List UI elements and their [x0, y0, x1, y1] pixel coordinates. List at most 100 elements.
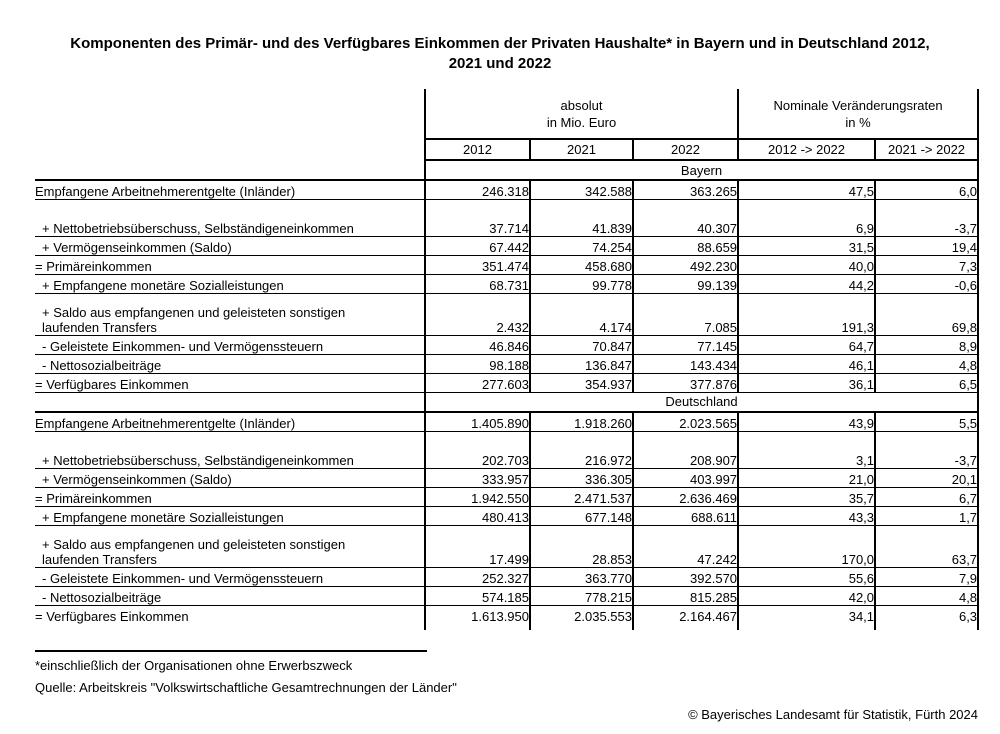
value-cell: 1.613.950: [424, 605, 530, 624]
column-header-2022: 2022: [631, 139, 739, 161]
row-label: Empfangene Arbeitnehmerentgelte (Inlände…: [35, 180, 425, 200]
table-row: = Primäreinkommen 351.474 458.680 492.230 40…: [35, 255, 980, 275]
value-cell: 246.318: [424, 180, 530, 200]
value-cell: 392.570: [631, 567, 739, 587]
value-cell: 574.185: [424, 586, 530, 606]
value-cell: 70.847: [529, 335, 633, 355]
footnote-asterisk: *einschließlich der Organisationen ohne …: [35, 658, 353, 673]
value-cell: 46,1: [737, 354, 876, 374]
value-cell: 6,7: [874, 487, 980, 507]
value-cell: -3,7: [874, 199, 980, 237]
row-label: - Geleistete Einkommen- und Vermögensste…: [35, 335, 425, 355]
value-cell: 202.703: [424, 431, 530, 469]
value-cell: 458.680: [529, 255, 633, 275]
value-cell: 8,9: [874, 335, 980, 355]
table-bottom-spacer: [424, 624, 530, 630]
value-cell: 69,8: [874, 293, 980, 336]
table-row: + Empfangene monetäre Sozialleistungen 48…: [35, 506, 980, 526]
table-bottom-spacer: [631, 624, 739, 630]
value-cell: 336.305: [529, 468, 633, 488]
value-cell: 480.413: [424, 506, 530, 526]
value-cell: 6,9: [737, 199, 876, 237]
table-row: + Saldo aus empfangenen und geleisteten …: [35, 525, 980, 568]
value-cell: 1.405.890: [424, 412, 530, 432]
table-row: = Verfügbares Einkommen 1.613.950 2.035.55…: [35, 605, 980, 624]
value-cell: 252.327: [424, 567, 530, 587]
value-cell: 377.876: [631, 373, 739, 393]
value-cell: 354.937: [529, 373, 633, 393]
value-cell: 1.942.550: [424, 487, 530, 507]
value-cell: 3,1: [737, 431, 876, 469]
value-cell: 2.636.469: [631, 487, 739, 507]
value-cell: 403.997: [631, 468, 739, 488]
column-header-row: 2012 2021 2022 2012 -> 2022 2021 -> 2022: [35, 139, 980, 161]
region-band-stub: [35, 392, 425, 413]
value-cell: 2.035.553: [529, 605, 633, 624]
value-cell: 677.148: [529, 506, 633, 526]
value-cell: 20,1: [874, 468, 980, 488]
value-cell: 815.285: [631, 586, 739, 606]
value-cell: 44,2: [737, 274, 876, 294]
row-label: = Verfügbares Einkommen: [35, 373, 425, 393]
value-cell: 6,5: [874, 373, 980, 393]
table-bottom-spacer: [737, 624, 876, 630]
table-row: + Nettobetriebsüberschuss, Selbständigen…: [35, 431, 980, 469]
value-cell: 333.957: [424, 468, 530, 488]
value-cell: 2.164.467: [631, 605, 739, 624]
table-bottom-spacer-row: [35, 624, 980, 630]
table-row: - Nettosozialbeiträge 574.185 778.215 815.2…: [35, 586, 980, 606]
value-cell: 40,0: [737, 255, 876, 275]
table-row: - Geleistete Einkommen- und Vermögensste…: [35, 335, 980, 355]
value-cell: 46.846: [424, 335, 530, 355]
value-cell: 208.907: [631, 431, 739, 469]
value-cell: 4.174: [529, 293, 633, 336]
value-cell: 98.188: [424, 354, 530, 374]
value-cell: 6,3: [874, 605, 980, 624]
value-cell: 63,7: [874, 525, 980, 568]
row-label: + Nettobetriebsüberschuss, Selbständigen…: [35, 199, 425, 237]
value-cell: 143.434: [631, 354, 739, 374]
value-cell: 4,8: [874, 354, 980, 374]
table-row: Empfangene Arbeitnehmerentgelte (Inlände…: [35, 180, 980, 200]
row-label: = Primäreinkommen: [35, 255, 425, 275]
table-bottom-spacer: [35, 624, 425, 630]
value-cell: -3,7: [874, 431, 980, 469]
value-cell: 351.474: [424, 255, 530, 275]
value-cell: 778.215: [529, 586, 633, 606]
value-cell: 37.714: [424, 199, 530, 237]
value-cell: 6,0: [874, 180, 980, 200]
value-cell: 363.265: [631, 180, 739, 200]
value-cell: 68.731: [424, 274, 530, 294]
column-group-header-row: absolut in Mio. Euro Nominale Veränderun…: [35, 89, 980, 140]
value-cell: 1.918.260: [529, 412, 633, 432]
table-row: = Verfügbares Einkommen 277.603 354.937 377…: [35, 373, 980, 393]
value-cell: 64,7: [737, 335, 876, 355]
value-cell: 36,1: [737, 373, 876, 393]
table-container: absolut in Mio. Euro Nominale Veränderun…: [35, 89, 1000, 630]
table-row: + Nettobetriebsüberschuss, Selbständigen…: [35, 199, 980, 237]
stub-header-cell: [35, 139, 425, 160]
value-cell: 7,3: [874, 255, 980, 275]
value-cell: 31,5: [737, 236, 876, 256]
value-cell: 170,0: [737, 525, 876, 568]
footnote-source: Quelle: Arbeitskreis "Volkswirtschaftlic…: [35, 680, 457, 695]
row-label: Empfangene Arbeitnehmerentgelte (Inlände…: [35, 412, 425, 432]
row-label: + Empfangene monetäre Sozialleistungen: [35, 274, 425, 294]
row-label: + Empfangene monetäre Sozialleistungen: [35, 506, 425, 526]
value-cell: 277.603: [424, 373, 530, 393]
value-cell: 43,9: [737, 412, 876, 432]
page-title-line-2: 2021 und 2022: [448, 55, 552, 72]
row-label: - Nettosozialbeiträge: [35, 354, 425, 374]
table-row: + Saldo aus empfangenen und geleisteten …: [35, 293, 980, 336]
copyright-notice: © Bayerisches Landesamt für Statistik, F…: [688, 707, 978, 722]
change-rates-label: Nominale Veränderungsraten: [773, 97, 943, 113]
table-row: Empfangene Arbeitnehmerentgelte (Inlände…: [35, 412, 980, 432]
change-rates-unit-label: in %: [845, 114, 871, 130]
value-cell: 7,9: [874, 567, 980, 587]
value-cell: 363.770: [529, 567, 633, 587]
value-cell: 342.588: [529, 180, 633, 200]
value-cell: 28.853: [529, 525, 633, 568]
value-cell: 492.230: [631, 255, 739, 275]
table-body: Bayern Empfangene Arbeitnehmerentgelte (I…: [35, 160, 980, 630]
value-cell: 40.307: [631, 199, 739, 237]
